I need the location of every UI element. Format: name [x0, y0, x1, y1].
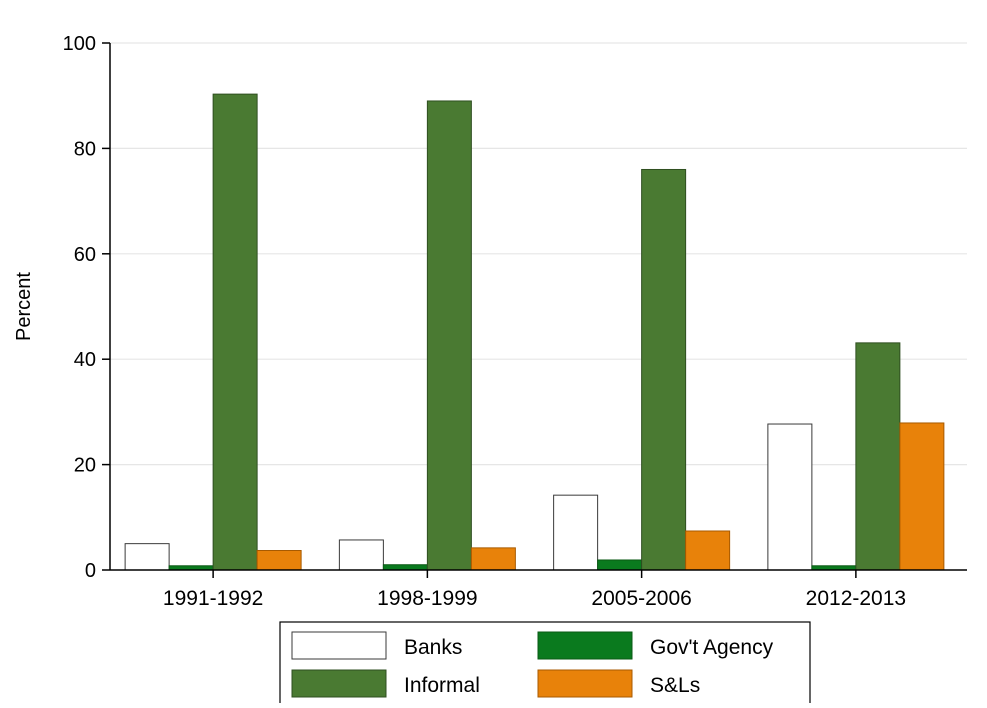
- bar-informal-1998-1999: [426, 100, 472, 571]
- legend-swatch: [537, 631, 633, 660]
- bar-informal-2012-2013: [855, 342, 901, 571]
- legend-label: Gov't Agency: [650, 636, 774, 659]
- legend-label: Informal: [404, 674, 480, 697]
- y-tick-label: 0: [85, 560, 96, 582]
- bar-s-ls-2012-2013: [899, 422, 945, 571]
- x-tick-label: 1998-1999: [377, 587, 477, 610]
- x-ticks: 1991-1992 1998-1999 2005-2006 2012-2013: [163, 570, 906, 610]
- x-tick-label: 1991-1992: [163, 587, 263, 610]
- bar-banks-2012-2013: [767, 423, 813, 571]
- axes: [109, 43, 967, 571]
- y-tick-label: 20: [74, 455, 96, 477]
- y-ticks: 0 20 40 60 80 100: [63, 33, 110, 582]
- legend: Banks Gov't Agency Informal S&Ls: [279, 621, 811, 708]
- y-axis-title: Percent: [13, 272, 35, 341]
- legend-swatch: [291, 631, 387, 660]
- bar-s-ls-1991-1992: [256, 550, 302, 571]
- bar-gov-t-agency-2005-2006: [597, 559, 643, 571]
- bar-banks-2005-2006: [553, 494, 599, 571]
- y-tick-label: 60: [74, 244, 96, 266]
- y-tick-label: 100: [63, 33, 96, 55]
- bar-informal-2005-2006: [641, 168, 687, 571]
- y-tick-label: 80: [74, 138, 96, 160]
- y-tick-label: 40: [74, 349, 96, 371]
- bars: [124, 93, 945, 571]
- bar-banks-1991-1992: [124, 543, 170, 571]
- legend-label: S&Ls: [650, 674, 700, 697]
- legend-swatch: [291, 669, 387, 698]
- bar-s-ls-2005-2006: [685, 530, 731, 571]
- bar-banks-1998-1999: [338, 539, 384, 571]
- x-tick-label: 2012-2013: [806, 587, 906, 610]
- legend-swatch: [537, 669, 633, 698]
- bar-s-ls-1998-1999: [470, 547, 516, 571]
- bar-informal-1991-1992: [212, 93, 258, 571]
- x-tick-label: 2005-2006: [591, 587, 691, 610]
- bar-gov-t-agency-1998-1999: [382, 564, 428, 571]
- legend-label: Banks: [404, 636, 462, 659]
